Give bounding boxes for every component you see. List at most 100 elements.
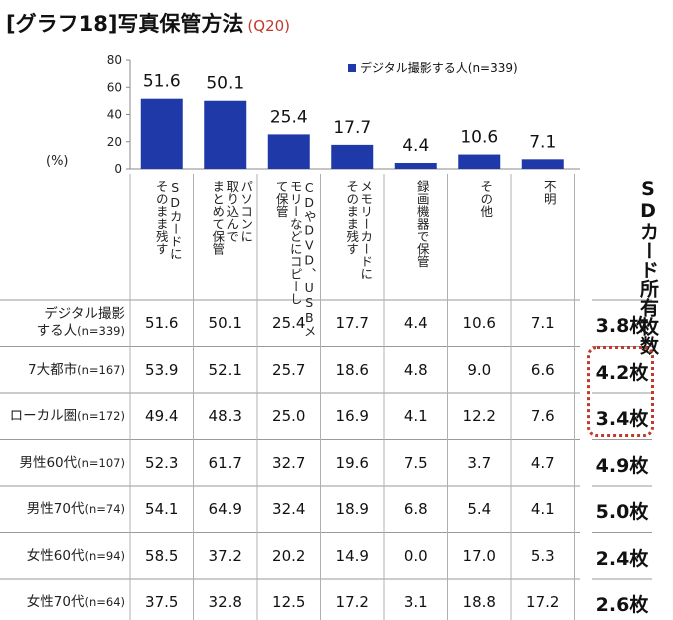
bar — [140, 98, 183, 169]
bar-value-label: 10.6 — [460, 128, 498, 148]
table-cell: 49.4 — [145, 407, 179, 425]
bar — [331, 144, 374, 169]
category-label: そのまま残す — [344, 180, 360, 255]
y-tick-label: 20 — [107, 135, 122, 149]
table-cell: 16.9 — [335, 407, 369, 425]
bar — [394, 163, 437, 169]
category-label: CDやDVD、USBメ — [301, 180, 317, 338]
category-label: そのまま残す — [153, 180, 169, 255]
table-cell: 10.6 — [462, 314, 496, 332]
sd-card-count: 2.6枚 — [595, 594, 649, 616]
category-label: メモリーカードに — [358, 180, 374, 280]
table-cell: 17.0 — [462, 546, 496, 565]
table-cell: 37.5 — [145, 593, 179, 611]
row-n: (n=107) — [77, 455, 125, 470]
row-label-text: ローカル圏 — [9, 408, 78, 424]
table-cell: 4.8 — [403, 360, 428, 379]
table-cell: 18.8 — [462, 593, 496, 611]
row-label: 女性60代(n=94) — [27, 548, 125, 565]
bar-value-label: 25.4 — [270, 107, 308, 127]
sd-card-count: 3.8枚 — [595, 315, 649, 337]
table-cell: 4.1 — [530, 500, 555, 518]
table-cell: 52.3 — [145, 453, 179, 472]
sd-card-count: 4.9枚 — [595, 454, 649, 477]
bar — [267, 134, 310, 169]
table-cell: 17.2 — [526, 593, 560, 611]
table-cell: 64.9 — [208, 500, 242, 518]
bar-value-label: 7.1 — [529, 132, 556, 152]
bar — [458, 154, 501, 169]
table-cell: 51.6 — [145, 314, 179, 332]
sd-card-count: 3.4枚 — [595, 408, 649, 430]
table-cell: 54.1 — [145, 500, 179, 518]
row-label-text: 女性70代 — [26, 594, 85, 610]
legend-swatch — [348, 64, 356, 72]
row-n: (n=64) — [84, 595, 125, 609]
bar-value-label: 51.6 — [143, 72, 181, 92]
sd-card-header: SDカード所有枚数 — [637, 178, 659, 355]
table-cell: 19.6 — [335, 453, 369, 472]
row-label: 女性70代(n=64) — [27, 594, 125, 611]
row-n: (n=172) — [77, 409, 125, 423]
table-cell: 52.1 — [208, 360, 242, 379]
table-cell: 18.9 — [335, 500, 369, 518]
table-cell: 61.7 — [208, 453, 242, 472]
highlight-dotted-box — [587, 346, 654, 437]
sd-card-count: 5.0枚 — [595, 501, 649, 523]
unit-label: (%) — [46, 154, 69, 169]
table-cell: 5.4 — [467, 500, 492, 518]
row-label-text: 男性60代 — [19, 454, 78, 471]
table-cell: 32.7 — [272, 453, 306, 472]
table-cell: 4.7 — [530, 453, 555, 472]
row-label-line2: する人 — [36, 323, 78, 339]
row-label: ローカル圏(n=172) — [10, 408, 125, 425]
bar-value-label: 50.1 — [206, 74, 244, 94]
table-cell: 32.8 — [208, 593, 242, 611]
table-cell: 5.3 — [530, 546, 555, 565]
row-label: 男性70代(n=74) — [27, 501, 125, 518]
row-label-text: 男性70代 — [26, 501, 85, 517]
chart-title: [グラフ18]写真保管方法 (Q20) — [6, 8, 290, 38]
table-cell: 6.8 — [403, 500, 428, 518]
bar — [204, 100, 247, 169]
table-cell: 9.0 — [467, 360, 492, 379]
table-cell: 58.5 — [145, 546, 179, 565]
table-cell: 3.1 — [403, 593, 428, 611]
y-tick-label: 40 — [107, 108, 122, 122]
table-cell: 20.2 — [272, 546, 306, 565]
bar-value-label: 4.4 — [402, 136, 429, 156]
table-cell: 50.1 — [208, 314, 242, 332]
row-label-text: 7大都市 — [28, 361, 78, 378]
category-label: まとめて保管 — [210, 180, 226, 255]
title-main: [グラフ18]写真保管方法 — [6, 12, 244, 36]
row-label: デジタル撮影 する人(n=339) — [37, 306, 125, 340]
table-cell: 25.0 — [272, 407, 306, 425]
table-cell: 17.7 — [335, 314, 369, 332]
sd-card-count: 2.4枚 — [595, 547, 649, 570]
legend-label: デジタル撮影する人(n=339) — [360, 60, 518, 75]
sd-card-count: 4.2枚 — [595, 361, 649, 384]
table-cell: 7.5 — [403, 453, 428, 472]
category-label: 取り込んで — [224, 180, 240, 243]
table-cell: 14.9 — [335, 546, 369, 565]
category-label: その他 — [478, 180, 494, 218]
row-n: (n=339) — [77, 324, 125, 338]
table-cell: 4.1 — [403, 407, 428, 425]
table-cell: 7.6 — [530, 407, 555, 425]
table-cell: 6.6 — [530, 360, 555, 379]
category-label: SDカードに — [167, 180, 183, 260]
table-cell: 7.1 — [530, 314, 555, 332]
table-cell: 37.2 — [208, 546, 242, 565]
table-cell: 53.9 — [145, 360, 179, 379]
table-cell: 3.7 — [467, 453, 492, 472]
category-label: 不明 — [541, 180, 557, 205]
category-label: モリーなどにコピーし — [287, 180, 303, 305]
row-label-line1: デジタル撮影 — [44, 306, 125, 322]
row-label-text: 女性60代 — [26, 547, 85, 564]
y-tick-label: 0 — [114, 162, 122, 176]
table-cell: 4.4 — [403, 314, 428, 332]
table-cell: 17.2 — [335, 593, 369, 611]
bar — [521, 159, 564, 169]
table-cell: 25.4 — [272, 314, 306, 332]
